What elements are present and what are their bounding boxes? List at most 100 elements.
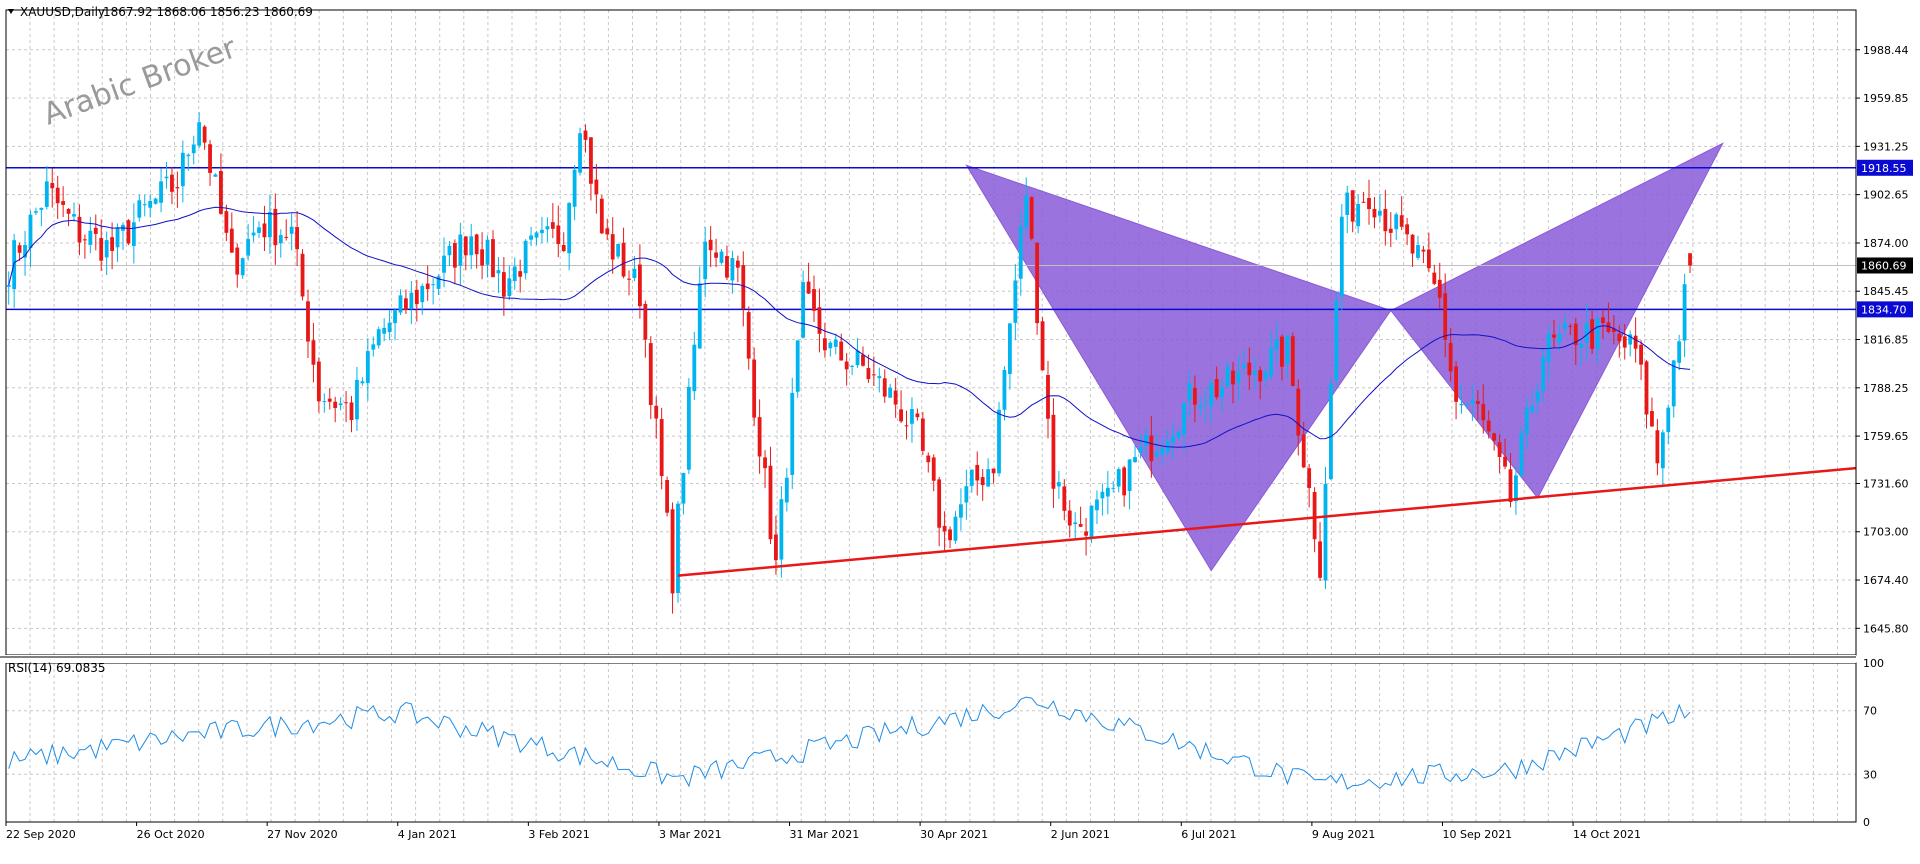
candle-body bbox=[648, 343, 653, 405]
candle-body bbox=[1443, 293, 1448, 340]
candle-body bbox=[1122, 467, 1127, 496]
candle-body bbox=[1263, 372, 1268, 380]
harmonic-pattern[interactable] bbox=[965, 142, 1724, 572]
grid bbox=[6, 10, 1856, 822]
candle-body bbox=[681, 472, 686, 504]
candle-body bbox=[969, 469, 974, 486]
watermark: Arabic Broker bbox=[39, 30, 242, 132]
candle-body bbox=[540, 229, 544, 234]
candle-body bbox=[355, 379, 359, 420]
candle-body bbox=[1073, 522, 1078, 525]
support-trendline bbox=[677, 466, 1857, 577]
candle-body bbox=[779, 499, 784, 560]
candle-body bbox=[1078, 524, 1083, 527]
x-tick-label: 14 Oct 2021 bbox=[1573, 828, 1641, 841]
candle-body bbox=[1350, 190, 1355, 222]
candle-body bbox=[1666, 407, 1671, 433]
candle-body bbox=[491, 239, 495, 278]
candle-body bbox=[1269, 348, 1273, 376]
candle-body bbox=[627, 278, 631, 280]
candle-body bbox=[306, 301, 310, 342]
candle-body bbox=[436, 276, 441, 289]
candle-body bbox=[425, 283, 430, 290]
candle-body bbox=[191, 144, 196, 154]
candle-body bbox=[1105, 487, 1110, 497]
candle-body bbox=[1590, 319, 1595, 349]
candle-body bbox=[1535, 391, 1540, 402]
candle-body bbox=[784, 477, 789, 503]
candle-body bbox=[148, 201, 153, 208]
candle-body bbox=[115, 227, 120, 248]
candle-body bbox=[1568, 325, 1573, 327]
level-label-bg bbox=[1857, 301, 1913, 318]
candle-body bbox=[850, 365, 855, 367]
candle-body bbox=[371, 344, 376, 350]
candle-body bbox=[251, 232, 256, 236]
candle-body bbox=[1557, 333, 1562, 343]
y-tick-label: 1703.00 bbox=[1863, 526, 1909, 539]
candle-body bbox=[1530, 405, 1535, 412]
candle-body bbox=[822, 338, 827, 351]
candle-body bbox=[1220, 387, 1225, 398]
candle-body bbox=[1470, 399, 1475, 404]
candle-body bbox=[1062, 486, 1067, 511]
candle-body bbox=[899, 409, 903, 422]
candle-body bbox=[741, 265, 746, 309]
candle-body bbox=[757, 417, 762, 457]
candle-body bbox=[1301, 434, 1306, 468]
candle-body bbox=[893, 390, 898, 405]
candle-body bbox=[871, 374, 876, 376]
candle-body bbox=[1171, 435, 1176, 443]
candle-body bbox=[93, 227, 98, 234]
candle-body bbox=[616, 244, 621, 257]
horizontal-levels[interactable]: 1918.55 1834.70 1860.69 bbox=[6, 159, 1913, 318]
candle-body bbox=[278, 235, 283, 244]
candle-body bbox=[1095, 499, 1099, 511]
candle-body bbox=[170, 174, 174, 192]
candle-body bbox=[110, 237, 115, 251]
candle-body bbox=[1154, 451, 1159, 457]
candle-body bbox=[1111, 487, 1116, 489]
trendline[interactable] bbox=[677, 466, 1857, 577]
candle-body bbox=[1307, 468, 1312, 488]
x-tick-label: 22 Sep 2020 bbox=[6, 828, 76, 841]
candle-body bbox=[1514, 475, 1518, 502]
candle-body bbox=[1562, 322, 1567, 330]
candle-body bbox=[1035, 242, 1040, 324]
candle-body bbox=[126, 220, 131, 244]
candle-body bbox=[273, 208, 278, 246]
candle-body bbox=[703, 241, 708, 280]
candle-body bbox=[1399, 215, 1404, 227]
candle-body bbox=[414, 289, 419, 305]
candle-body bbox=[295, 227, 300, 250]
ohlc-label: 1867.92 1868.06 1856.23 1860.69 bbox=[103, 5, 313, 19]
candle-body bbox=[1280, 336, 1284, 367]
dropdown-triangle-icon[interactable] bbox=[8, 9, 14, 14]
candle-body bbox=[774, 534, 778, 561]
pattern-triangle-xab bbox=[965, 164, 1392, 572]
candle-body bbox=[1432, 272, 1437, 284]
rsi-tick-label: 0 bbox=[1863, 816, 1870, 829]
candle-body bbox=[931, 457, 936, 481]
candle-body bbox=[131, 222, 136, 246]
candle-body bbox=[763, 457, 767, 469]
candle-body bbox=[605, 228, 610, 235]
candle-body bbox=[257, 227, 261, 233]
candle-body bbox=[1372, 208, 1377, 218]
candle-body bbox=[496, 270, 501, 274]
candle-body bbox=[1214, 379, 1219, 398]
candle-body bbox=[1671, 360, 1676, 407]
candle-body bbox=[534, 232, 539, 238]
candle-body bbox=[937, 479, 942, 528]
candle-body bbox=[34, 211, 38, 213]
x-tick-label: 30 Apr 2021 bbox=[920, 828, 988, 841]
candle-body bbox=[469, 236, 474, 256]
candle-body bbox=[1644, 361, 1649, 415]
candle-body bbox=[654, 405, 659, 419]
candle-body bbox=[1492, 433, 1497, 441]
candle-body bbox=[806, 281, 811, 294]
candle-body bbox=[915, 413, 920, 418]
candle-body bbox=[349, 402, 354, 421]
